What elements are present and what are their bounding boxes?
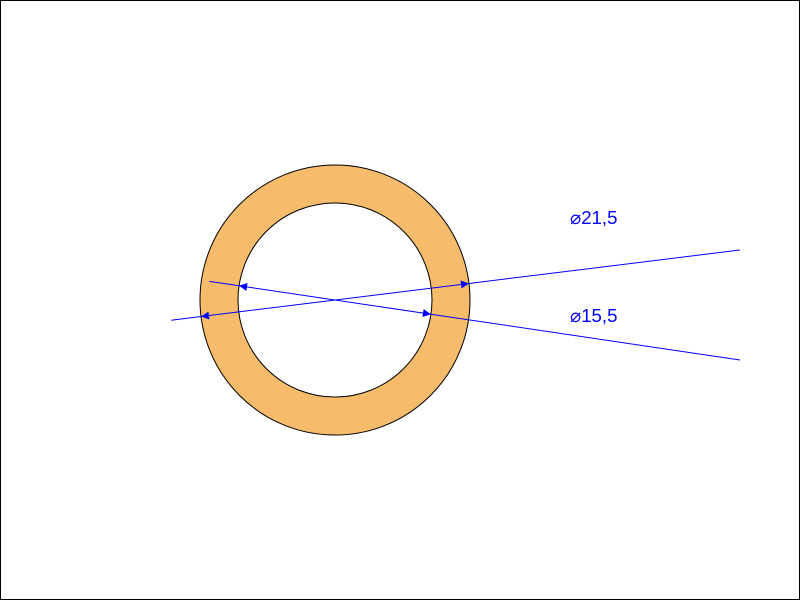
canvas-border	[1, 1, 800, 600]
outer-diameter-label: ⌀21,5	[570, 207, 617, 228]
inner-diameter-label: ⌀15,5	[570, 305, 617, 326]
diagram-canvas: ⌀21,5 ⌀15,5	[0, 0, 800, 600]
